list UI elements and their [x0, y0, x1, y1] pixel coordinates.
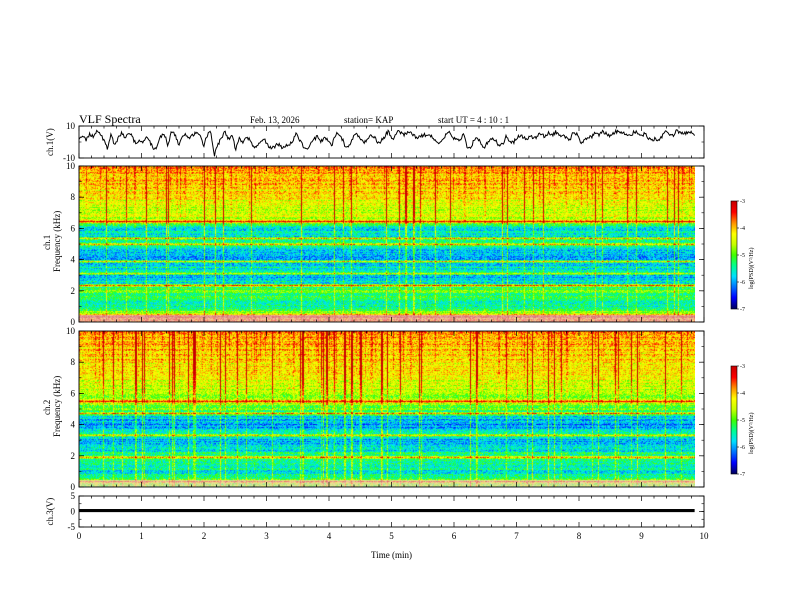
ch2-spectrogram-colorbar-tick-label: -5 — [740, 418, 745, 424]
figure-header: VLF Spectra Feb. 13, 2026 station= KAP s… — [79, 112, 509, 126]
ch2-spectrogram-panel-y-tick-label: 0 — [71, 482, 76, 492]
ch1-spectrogram-panel-y-tick-label: 4 — [71, 255, 76, 265]
ch2-spectrogram-panel-y-tick-label: 10 — [66, 326, 76, 336]
ch2-spectrogram-colorbar-tick-label: -6 — [740, 445, 745, 451]
ch3-ylabel: ch.3(V) — [45, 498, 55, 526]
ch1-spectrogram-colorbar-tick-label: -4 — [740, 226, 745, 232]
ch1-waveform-line — [78, 128, 696, 157]
ch3-waveform-band — [79, 509, 695, 513]
ch1-spectrogram-colorbar-label: log(PSD)(V²/Hz) — [748, 248, 755, 289]
x-tick-label: 10 — [700, 531, 710, 541]
x-tick-label: 2 — [202, 531, 207, 541]
figure-title: VLF Spectra — [79, 112, 141, 126]
ch1-ylabel: ch.1(V) — [45, 128, 55, 156]
ch3-panel-y-tick-label: 5 — [71, 491, 76, 501]
ch1-spectrogram-colorbar-tick-label: -5 — [740, 253, 745, 259]
ch1-spectrogram-ylabel: Frequency (kHz) — [52, 211, 62, 272]
x-axis-label: Time (min) — [371, 550, 412, 560]
ch3-panel-y-tick-label: 0 — [71, 507, 76, 517]
ch2-spectrogram-colorbar-tick-label: -7 — [740, 472, 745, 478]
ch1-spectrogram-colorbar-tick-label: -6 — [740, 280, 745, 286]
x-tick-label: 9 — [639, 531, 644, 541]
date-label: Feb. 13, 2026 — [250, 115, 300, 125]
ch1-spectrogram-panel-y-tick-label: 6 — [71, 223, 76, 233]
ch1-spectrogram-panel-y-tick-label: 8 — [71, 192, 76, 202]
ch2-spectrogram-colorbar-tick-label: -4 — [740, 391, 745, 397]
x-tick-label: 6 — [452, 531, 457, 541]
ch2-spectrogram-panel-y-tick-label: 8 — [71, 357, 76, 367]
ch2-spectrogram-ylabel: Frequency (kHz) — [52, 376, 62, 437]
ch2-spectrogram-panel-y-tick-label: 2 — [71, 451, 76, 461]
x-tick-label: 5 — [389, 531, 394, 541]
x-tick-label: 1 — [139, 531, 144, 541]
ch2-spectrogram-channel-label: ch.2 — [42, 400, 52, 415]
ch1-spectrogram-image — [79, 166, 695, 322]
ch1-panel-y-tick-label: 10 — [66, 121, 76, 131]
x-tick-label: 7 — [514, 531, 519, 541]
x-tick-label: 8 — [577, 531, 582, 541]
ch2-spectrogram-panel-y-tick-label: 6 — [71, 388, 76, 398]
ch2-spectrogram-image — [79, 331, 695, 487]
ch1-panel-y-tick-label: -10 — [63, 153, 75, 163]
ch2-spectrogram-colorbar-label: log(PSD)(V²/Hz) — [748, 413, 755, 454]
x-tick-label: 0 — [77, 531, 82, 541]
ch2-spectrogram-panel-y-tick-label: 4 — [71, 420, 76, 430]
ch2-spectrogram-colorbar — [731, 366, 737, 474]
ch2-spectrogram-colorbar-tick-label: -3 — [740, 364, 745, 370]
x-tick-label: 4 — [327, 531, 332, 541]
ch3-panel-y-tick-label: -5 — [68, 522, 76, 532]
ch1-spectrogram-panel-y-tick-label: 10 — [66, 161, 76, 171]
ch1-spectrogram-channel-label: ch.1 — [42, 235, 52, 250]
ch1-spectrogram-panel-y-tick-label: 2 — [71, 286, 76, 296]
ch1-spectrogram-colorbar-tick-label: -7 — [740, 307, 745, 313]
ch1-spectrogram-colorbar — [731, 201, 737, 309]
ch1-spectrogram-colorbar-tick-label: -3 — [740, 199, 745, 205]
start-ut-label: start UT = 4 : 10 : 1 — [438, 115, 509, 125]
ch1-spectrogram-panel-y-tick-label: 0 — [71, 317, 76, 327]
x-tick-label: 3 — [264, 531, 269, 541]
station-label: station= KAP — [344, 115, 393, 125]
